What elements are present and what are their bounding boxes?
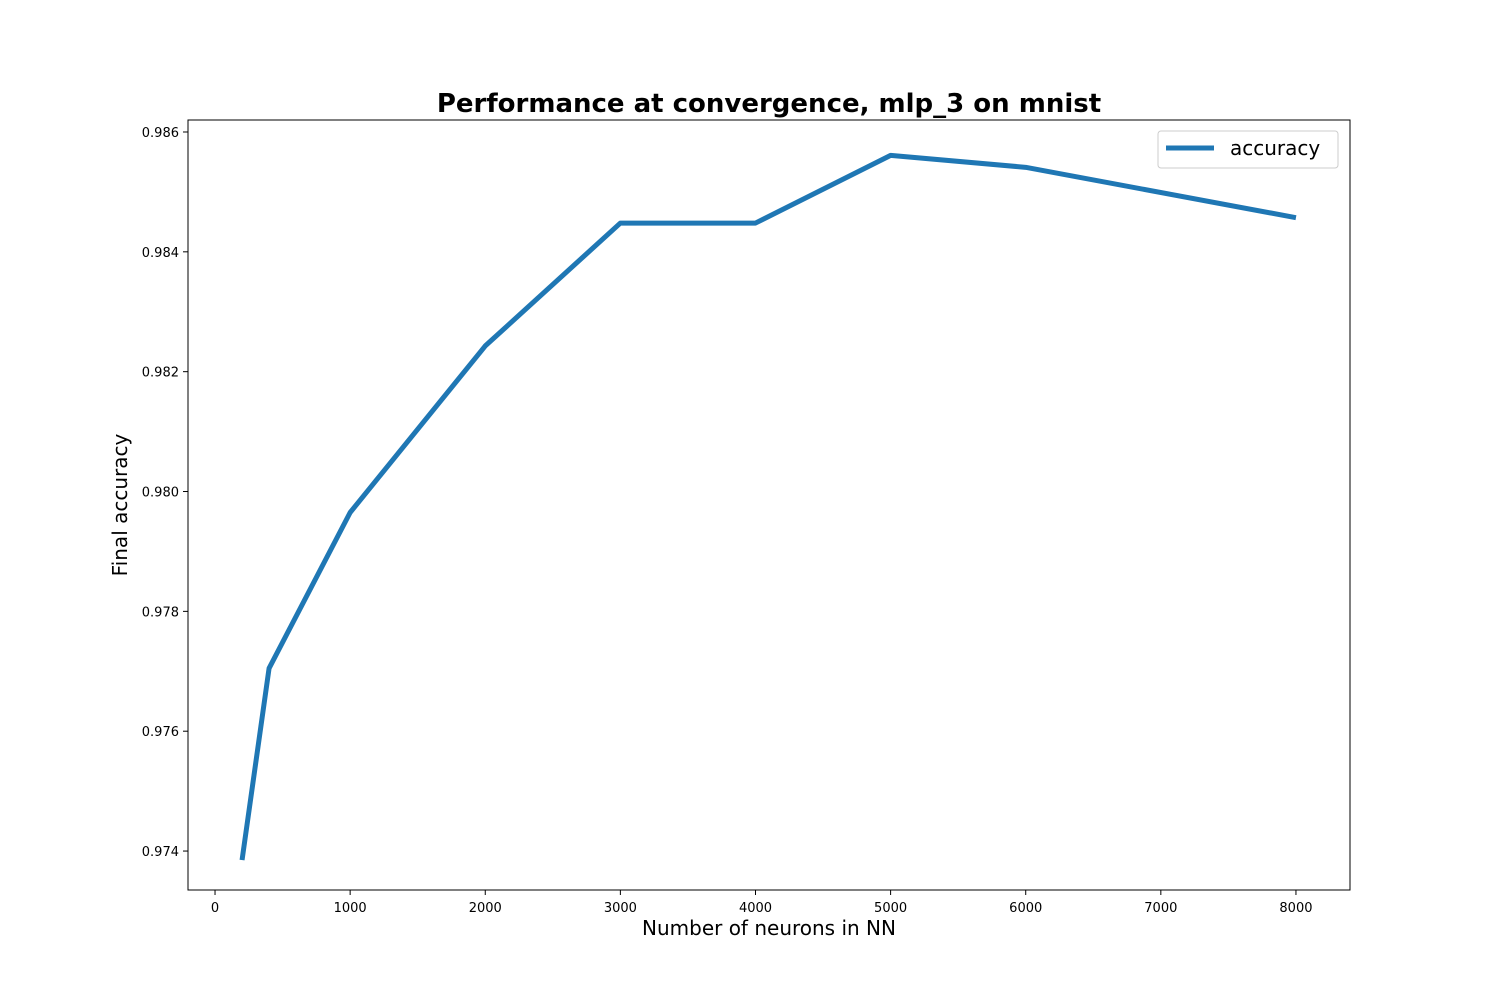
x-tick-label: 5000 <box>874 901 907 916</box>
legend-box <box>1157 130 1339 169</box>
x-tick-label: 7000 <box>1144 901 1177 916</box>
legend: accuracy <box>1157 130 1339 169</box>
y-axis-ticks: 0.974 0.976 0.978 0.980 0.982 0.984 0.986 <box>142 126 188 860</box>
series-line-accuracy <box>239 152 1297 861</box>
x-tick-label: 8000 <box>1279 901 1312 916</box>
chart-title: Performance at convergence, mlp_3 on mni… <box>437 89 1101 119</box>
x-tick-label: 2000 <box>469 901 502 916</box>
y-tick-label: 0.974 <box>142 845 179 860</box>
x-tick-label: 0 <box>211 901 219 916</box>
y-tick-label: 0.976 <box>142 725 179 740</box>
x-tick-label: 6000 <box>1009 901 1042 916</box>
y-tick-label: 0.982 <box>142 366 179 381</box>
plot-frame <box>187 119 1351 891</box>
x-tick-label: 3000 <box>604 901 637 916</box>
x-axis-ticks: 0 1000 2000 3000 4000 5000 6000 7000 8000 <box>211 890 1313 916</box>
x-tick-label: 1000 <box>334 901 367 916</box>
plot-area <box>239 152 1297 861</box>
y-tick-label: 0.980 <box>142 486 179 501</box>
y-tick-label: 0.978 <box>142 605 179 620</box>
y-axis-label: Final accuracy <box>108 433 132 576</box>
y-tick-label: 0.986 <box>142 126 179 141</box>
y-tick-label: 0.984 <box>142 246 179 261</box>
x-tick-label: 4000 <box>739 901 772 916</box>
legend-label-accuracy: accuracy <box>1230 136 1320 160</box>
x-axis-label: Number of neurons in NN <box>642 916 896 940</box>
